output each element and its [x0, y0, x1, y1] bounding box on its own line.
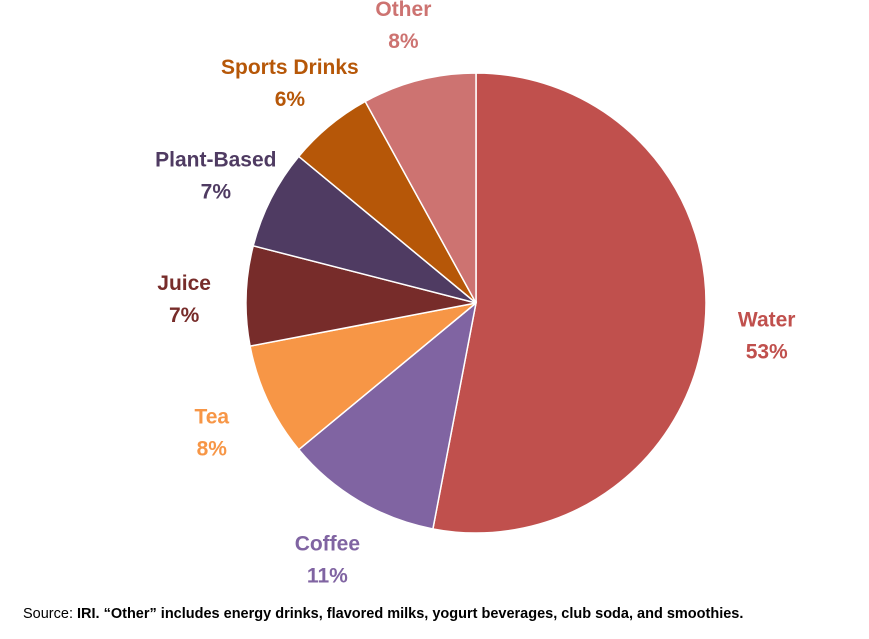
slice-label-name: Plant-Based: [155, 148, 276, 171]
pie-slices: [245, 72, 707, 534]
slice-label-value: 8%: [388, 30, 419, 53]
slice-label-value: 53%: [746, 340, 788, 363]
source-prefix: Source:: [23, 606, 77, 622]
pie-slice-coffee: [297, 301, 478, 530]
slice-label-name: Tea: [194, 405, 229, 428]
slice-label-value: 6%: [275, 88, 306, 111]
slice-label-name: Sports Drinks: [221, 56, 359, 79]
slice-label-value: 7%: [169, 304, 200, 327]
pie-slice-water: [432, 72, 707, 534]
pie-slice-tea: [249, 302, 477, 451]
slice-label-value: 8%: [197, 437, 228, 460]
pie-slice-other: [364, 72, 477, 304]
pie-labels: Water 53% Coffee 11% Tea 8% Juice 7% Plant-Based…: [155, 0, 795, 587]
slice-label-name: Water: [738, 308, 796, 331]
slice-label-name: Other: [375, 0, 431, 21]
pie-slice-juice: [245, 244, 477, 347]
slice-label-value: 11%: [307, 564, 348, 587]
pie-chart: Water 53% Coffee 11% Tea 8% Juice 7% Plant-Based…: [155, 0, 795, 587]
slice-label-name: Juice: [157, 272, 211, 295]
slice-label-name: Coffee: [295, 532, 360, 555]
source-note: Source: IRI. “Other” includes energy dri…: [23, 606, 743, 622]
slice-label-value: 7%: [201, 180, 232, 203]
pie-slice-plant-based: [252, 155, 477, 304]
source-text: IRI. “Other” includes energy drinks, fla…: [77, 606, 744, 622]
